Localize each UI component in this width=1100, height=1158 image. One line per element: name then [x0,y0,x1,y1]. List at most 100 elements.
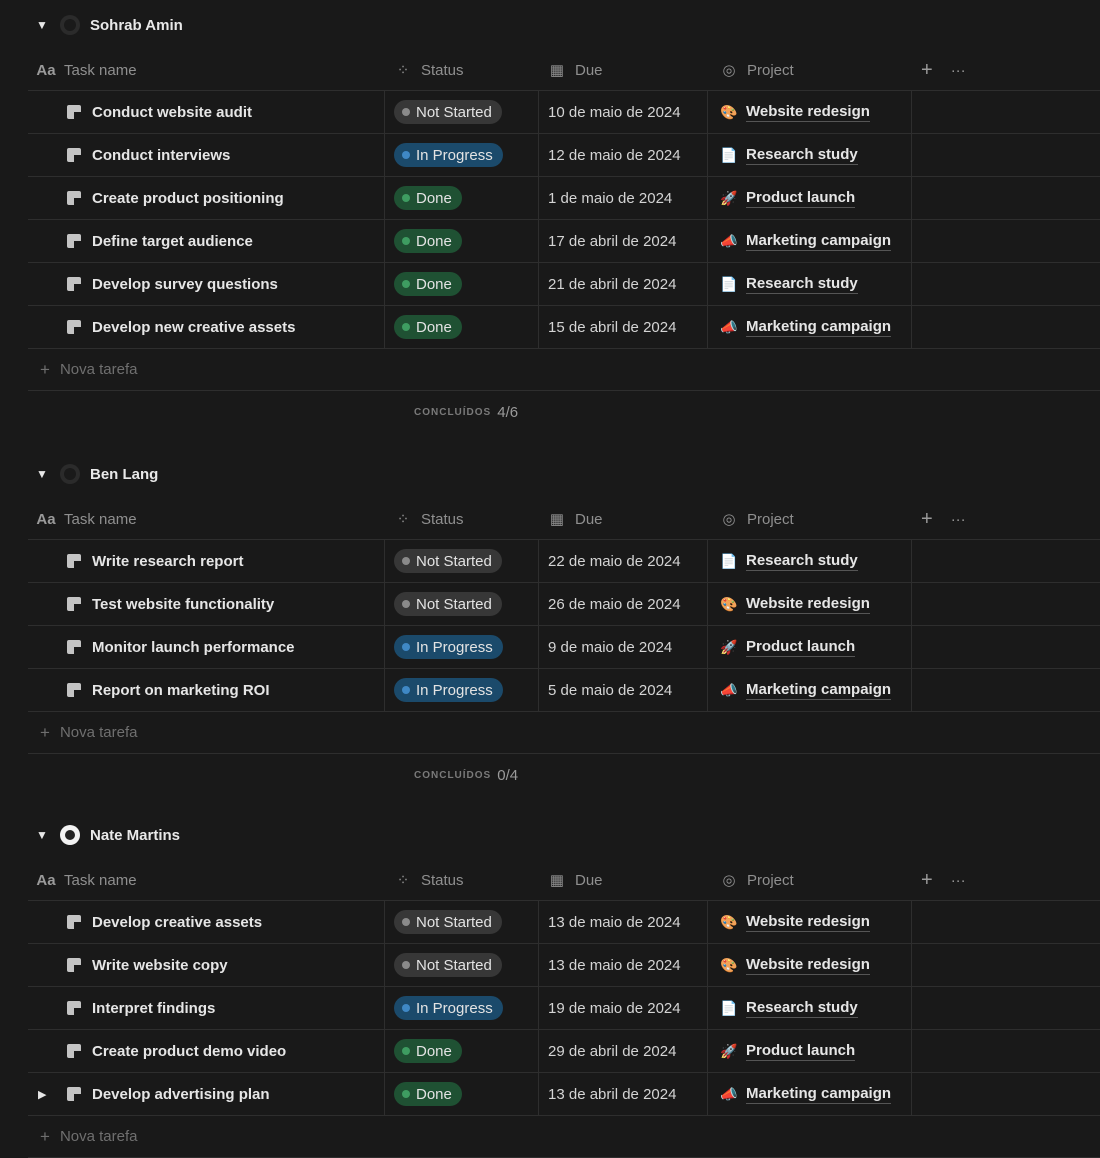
new-task-button[interactable]: + Nova tarefa [28,1116,1100,1158]
due-date[interactable]: 13 de maio de 2024 [548,956,681,974]
column-header-task-name[interactable]: Aa Task name [28,860,384,900]
task-title[interactable]: Define target audience [92,232,253,250]
due-date[interactable]: 10 de maio de 2024 [548,103,681,121]
project-link[interactable]: Marketing campaign [746,680,892,700]
due-date[interactable]: 13 de abril de 2024 [548,1085,677,1103]
project-link[interactable]: Website redesign [746,955,870,975]
project-link[interactable]: Product launch [746,637,856,657]
due-date[interactable]: 9 de maio de 2024 [548,638,673,656]
project-link[interactable]: Research study [746,998,858,1018]
due-date[interactable]: 15 de abril de 2024 [548,318,677,336]
table-row[interactable]: Create product demo video Done 29 de abr… [28,1030,1100,1073]
due-date[interactable]: 22 de maio de 2024 [548,552,681,570]
column-header-status[interactable]: ⁘ Status [384,860,538,900]
due-date[interactable]: 13 de maio de 2024 [548,913,681,931]
table-row[interactable]: Report on marketing ROI In Progress 5 de… [28,669,1100,712]
task-title[interactable]: Develop advertising plan [92,1085,270,1103]
project-link[interactable]: Website redesign [746,102,870,122]
project-link[interactable]: Marketing campaign [746,317,892,337]
new-task-button[interactable]: + Nova tarefa [28,712,1100,754]
collapse-toggle-icon[interactable]: ▼ [36,18,48,32]
task-title[interactable]: Report on marketing ROI [92,681,270,699]
add-property-icon[interactable]: + [921,868,933,891]
project-link[interactable]: Research study [746,274,858,294]
task-title[interactable]: Write website copy [92,956,228,974]
status-badge[interactable]: Not Started [394,549,502,573]
task-title[interactable]: Interpret findings [92,999,216,1017]
table-row[interactable]: Monitor launch performance In Progress 9… [28,626,1100,669]
project-link[interactable]: Product launch [746,1041,856,1061]
task-title[interactable]: Create product demo video [92,1042,287,1060]
new-task-button[interactable]: + Nova tarefa [28,349,1100,391]
more-options-icon[interactable]: ··· [950,871,966,889]
column-header-project[interactable]: ◎ Project [707,499,911,539]
column-header-project[interactable]: ◎ Project [707,50,911,90]
table-row[interactable]: Conduct interviews In Progress 12 de mai… [28,134,1100,177]
column-header-status[interactable]: ⁘ Status [384,50,538,90]
project-link[interactable]: Marketing campaign [746,1084,892,1104]
column-header-due[interactable]: ▦ Due [538,499,707,539]
table-row[interactable]: Develop new creative assets Done 15 de a… [28,306,1100,349]
task-title[interactable]: Create product positioning [92,189,284,207]
status-badge[interactable]: In Progress [394,996,503,1020]
project-link[interactable]: Research study [746,145,858,165]
task-title[interactable]: Write research report [92,552,244,570]
task-title[interactable]: Develop new creative assets [92,318,296,336]
status-badge[interactable]: Done [394,315,462,339]
collapse-toggle-icon[interactable]: ▼ [36,828,48,842]
table-row[interactable]: Write research report Not Started 22 de … [28,540,1100,583]
column-header-due[interactable]: ▦ Due [538,50,707,90]
column-header-status[interactable]: ⁘ Status [384,499,538,539]
project-link[interactable]: Research study [746,551,858,571]
status-badge[interactable]: Done [394,1039,462,1063]
table-row[interactable]: Write website copy Not Started 13 de mai… [28,944,1100,987]
more-options-icon[interactable]: ··· [950,61,966,79]
task-title[interactable]: Test website functionality [92,595,275,613]
status-badge[interactable]: Done [394,272,462,296]
column-header-task-name[interactable]: Aa Task name [28,50,384,90]
status-badge[interactable]: Not Started [394,100,502,124]
table-row[interactable]: ▶ Develop advertising plan Done 13 de abr… [28,1073,1100,1116]
table-row[interactable]: Define target audience Done 17 de abril … [28,220,1100,263]
table-row[interactable]: Create product positioning Done 1 de mai… [28,177,1100,220]
status-badge[interactable]: Not Started [394,910,502,934]
add-property-icon[interactable]: + [921,507,933,530]
table-row[interactable]: Develop survey questions Done 21 de abri… [28,263,1100,306]
status-badge[interactable]: Done [394,1082,462,1106]
project-link[interactable]: Marketing campaign [746,231,892,251]
status-badge[interactable]: In Progress [394,635,503,659]
due-date[interactable]: 29 de abril de 2024 [548,1042,677,1060]
column-header-project[interactable]: ◎ Project [707,860,911,900]
add-property-icon[interactable]: + [921,58,933,81]
task-title[interactable]: Develop survey questions [92,275,278,293]
due-date[interactable]: 5 de maio de 2024 [548,681,673,699]
status-badge[interactable]: In Progress [394,678,503,702]
table-row[interactable]: Develop creative assets Not Started 13 d… [28,901,1100,944]
due-date[interactable]: 17 de abril de 2024 [548,232,677,250]
expand-subitems-icon[interactable]: ▶ [38,1088,47,1101]
project-link[interactable]: Website redesign [746,594,870,614]
due-date[interactable]: 19 de maio de 2024 [548,999,681,1017]
table-row[interactable]: Test website functionality Not Started 2… [28,583,1100,626]
due-date[interactable]: 12 de maio de 2024 [548,146,681,164]
more-options-icon[interactable]: ··· [950,510,966,528]
table-row[interactable]: Conduct website audit Not Started 10 de … [28,91,1100,134]
task-title[interactable]: Monitor launch performance [92,638,295,656]
task-title[interactable]: Conduct interviews [92,146,231,164]
table-row[interactable]: Interpret findings In Progress 19 de mai… [28,987,1100,1030]
status-badge[interactable]: Not Started [394,953,502,977]
due-date[interactable]: 26 de maio de 2024 [548,595,681,613]
due-date[interactable]: 21 de abril de 2024 [548,275,677,293]
project-link[interactable]: Website redesign [746,912,870,932]
status-badge[interactable]: In Progress [394,143,503,167]
column-header-task-name[interactable]: Aa Task name [28,499,384,539]
column-header-due[interactable]: ▦ Due [538,860,707,900]
status-badge[interactable]: Not Started [394,592,502,616]
status-badge[interactable]: Done [394,186,462,210]
project-link[interactable]: Product launch [746,188,856,208]
task-title[interactable]: Conduct website audit [92,103,253,121]
task-title[interactable]: Develop creative assets [92,913,263,931]
status-badge[interactable]: Done [394,229,462,253]
collapse-toggle-icon[interactable]: ▼ [36,467,48,481]
due-date[interactable]: 1 de maio de 2024 [548,189,673,207]
